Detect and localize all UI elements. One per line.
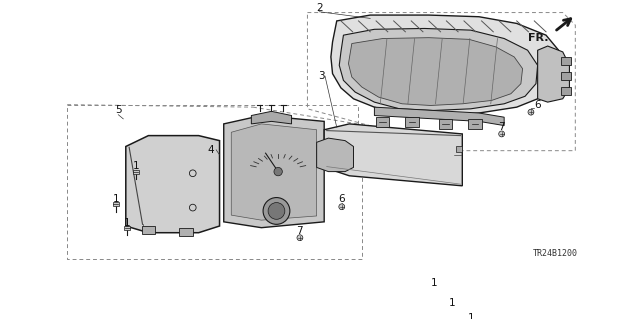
- Text: 1: 1: [431, 278, 437, 288]
- Polygon shape: [331, 15, 559, 115]
- Text: 7: 7: [499, 122, 505, 132]
- Text: 1: 1: [124, 218, 131, 228]
- Bar: [376, 117, 390, 127]
- Polygon shape: [324, 124, 462, 186]
- Polygon shape: [538, 46, 570, 102]
- Bar: [179, 228, 193, 236]
- Polygon shape: [231, 124, 317, 220]
- Text: TR24B1200: TR24B1200: [533, 249, 578, 258]
- Polygon shape: [126, 136, 220, 233]
- Bar: [468, 119, 481, 129]
- Text: 1: 1: [132, 161, 139, 171]
- Bar: [561, 87, 571, 95]
- Circle shape: [263, 197, 290, 224]
- Circle shape: [274, 167, 282, 176]
- Circle shape: [268, 203, 285, 219]
- Circle shape: [499, 131, 504, 137]
- Polygon shape: [374, 107, 504, 126]
- Circle shape: [339, 204, 345, 210]
- Bar: [133, 170, 139, 174]
- Bar: [449, 306, 455, 310]
- Text: 6: 6: [339, 194, 345, 204]
- Bar: [124, 226, 131, 230]
- Text: 2: 2: [316, 4, 323, 13]
- Text: FR.: FR.: [528, 33, 548, 43]
- Circle shape: [528, 109, 534, 115]
- Polygon shape: [224, 115, 324, 228]
- Bar: [561, 57, 571, 65]
- Polygon shape: [252, 111, 292, 124]
- Polygon shape: [317, 138, 353, 172]
- Text: 1: 1: [113, 194, 119, 204]
- Text: 3: 3: [318, 71, 325, 81]
- Bar: [431, 287, 437, 291]
- Bar: [456, 146, 462, 152]
- Bar: [439, 119, 452, 129]
- Text: 6: 6: [534, 100, 541, 110]
- Text: 7: 7: [296, 226, 303, 236]
- Bar: [405, 117, 419, 127]
- Bar: [141, 226, 155, 234]
- Bar: [561, 72, 571, 80]
- Polygon shape: [348, 38, 523, 106]
- Text: 4: 4: [208, 145, 214, 155]
- Text: 1: 1: [449, 298, 456, 308]
- Text: 1: 1: [467, 313, 474, 319]
- Bar: [113, 202, 119, 206]
- Polygon shape: [339, 28, 538, 110]
- Circle shape: [297, 235, 303, 241]
- Text: 5: 5: [115, 106, 122, 115]
